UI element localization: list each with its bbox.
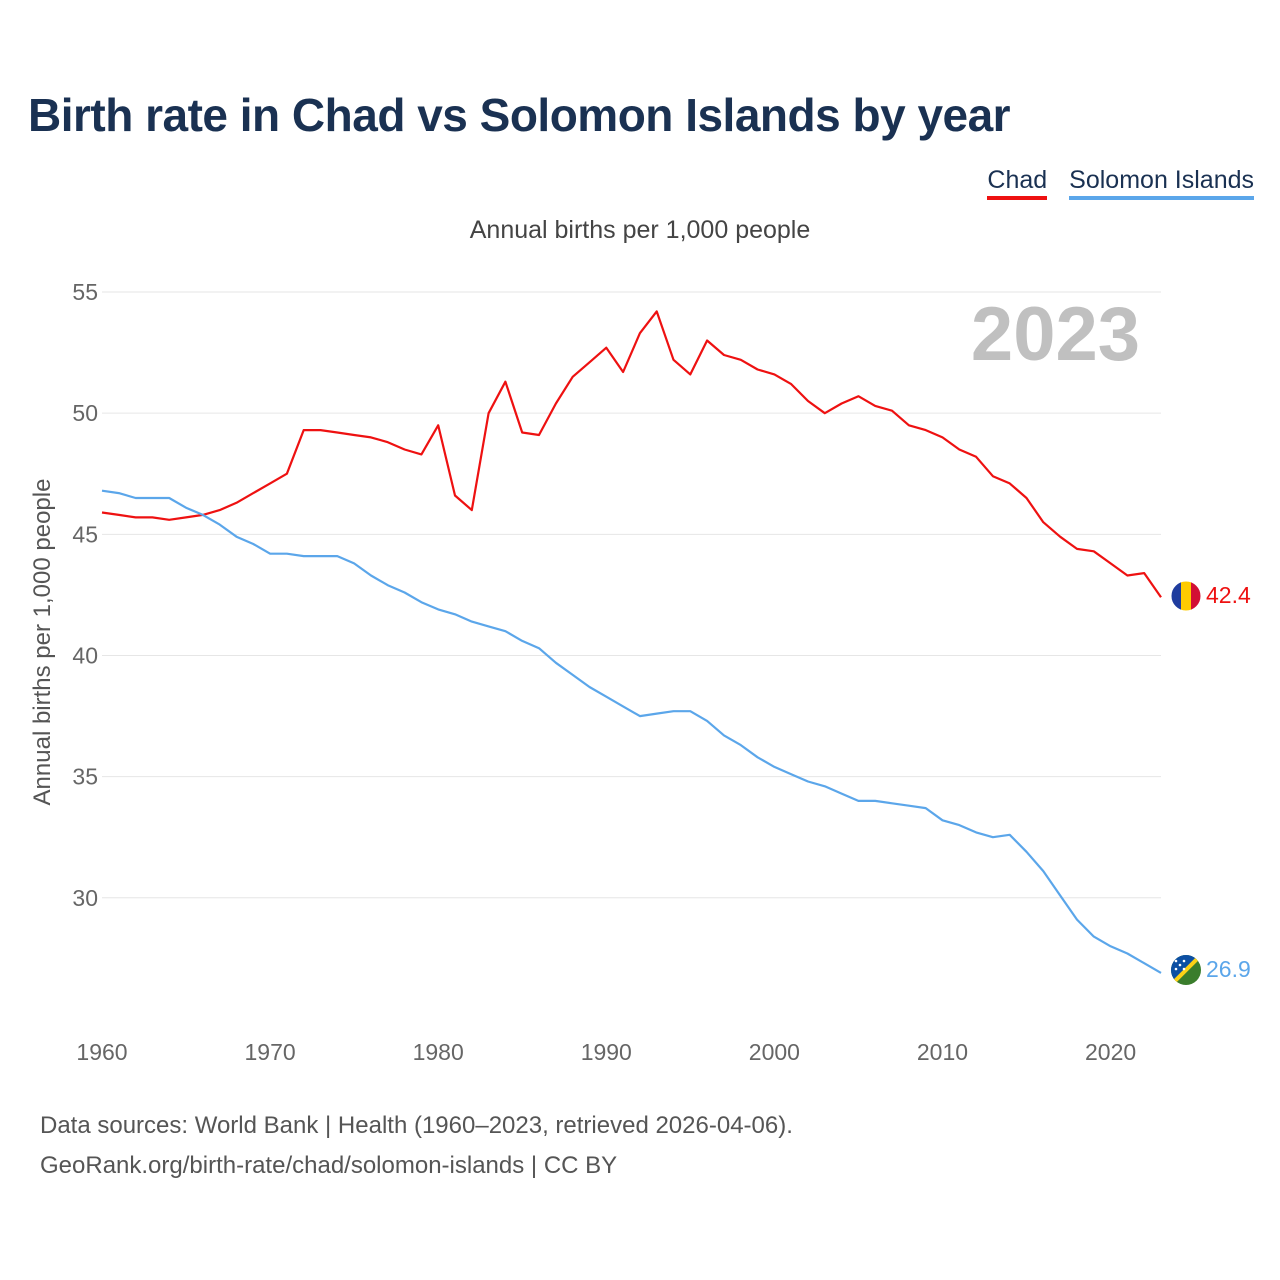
legend-item-solomon-islands[interactable]: Solomon Islands bbox=[1069, 166, 1254, 200]
footer: Data sources: World Bank | Health (1960–… bbox=[40, 1106, 793, 1186]
y-tick-label: 35 bbox=[72, 764, 98, 790]
x-tick-label: 2010 bbox=[917, 1039, 968, 1065]
footer-attribution[interactable]: GeoRank.org/birth-rate/chad/solomon-isla… bbox=[40, 1152, 618, 1179]
x-tick-label: 1960 bbox=[76, 1039, 127, 1065]
y-tick-label: 55 bbox=[72, 279, 98, 305]
x-tick-label: 1990 bbox=[581, 1039, 632, 1065]
chart-title: Birth rate in Chad vs Solomon Islands by… bbox=[28, 89, 1011, 141]
footer-sources: Data sources: World Bank | Health (1960–… bbox=[40, 1112, 793, 1139]
chad-flag-icon bbox=[1171, 581, 1201, 611]
y-tick-label: 30 bbox=[72, 885, 98, 911]
x-tick-label: 1970 bbox=[245, 1039, 296, 1065]
end-label-solomon-islands: 26.9 bbox=[1206, 956, 1251, 982]
y-tick-label: 50 bbox=[72, 400, 98, 426]
series-line-solomon-islands bbox=[101, 489, 1162, 974]
y-tick-label: 40 bbox=[72, 642, 98, 668]
year-watermark: 2023 bbox=[971, 292, 1140, 377]
end-label-chad: 42.4 bbox=[1206, 582, 1251, 608]
chart-subtitle: Annual births per 1,000 people bbox=[469, 216, 811, 244]
x-tick-label: 2020 bbox=[1085, 1039, 1136, 1065]
solomon-islands-flag-icon bbox=[1171, 955, 1201, 985]
y-tick-label: 45 bbox=[72, 521, 98, 547]
legend: Chad Solomon Islands bbox=[987, 166, 1254, 200]
x-tick-label: 2000 bbox=[749, 1039, 800, 1065]
series-line-chad bbox=[101, 310, 1162, 598]
x-tick-label: 1980 bbox=[413, 1039, 464, 1065]
legend-item-chad[interactable]: Chad bbox=[987, 166, 1048, 200]
